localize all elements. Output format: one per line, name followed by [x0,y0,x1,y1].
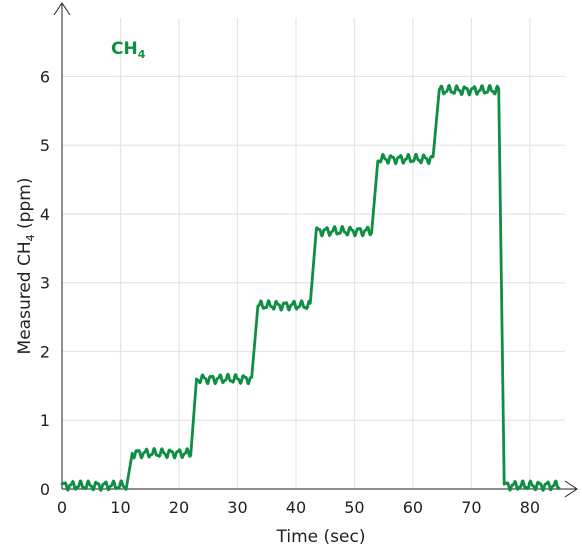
x-tick-label: 70 [461,498,481,517]
x-tick-label: 20 [169,498,189,517]
y-tick-label: 4 [40,205,50,224]
x-tick-label: 30 [227,498,247,517]
x-tick-label: 80 [520,498,540,517]
y-axis-title-prefix: Measured CH [15,241,35,354]
grid-lines [62,18,565,489]
y-tick-label: 6 [40,67,50,86]
x-tick-label: 10 [110,498,130,517]
ch4-series-label: CH4 [111,39,146,61]
x-tick-label: 0 [57,498,67,517]
ch4-series-label-subscript: 4 [138,48,146,61]
x-tick-label: 50 [344,498,364,517]
y-axis-arrowhead [53,2,71,16]
y-tick-label: 3 [40,274,50,293]
axes [53,2,578,498]
series-lines [60,84,561,492]
y-tick-label: 0 [40,480,50,499]
x-tick-label: 40 [286,498,306,517]
ch4-series-label-main: CH [111,39,138,59]
y-axis-title-suffix: (ppm) [15,178,35,235]
x-tick-label: 60 [403,498,423,517]
x-axis-arrowhead [564,480,578,498]
y-axis-title: Measured CH4 (ppm) [15,178,37,355]
ch4-series-line [60,84,561,492]
y-tick-label: 1 [40,411,50,430]
y-axis-title-subscript: 4 [24,234,37,241]
tick-labels: 0 10 20 30 40 50 60 70 80 0 1 2 3 4 5 6 [40,67,540,517]
x-axis-title: Time (sec) [276,527,366,546]
y-tick-label: 2 [40,342,50,361]
y-tick-label: 5 [40,136,50,155]
chart-labels: Time (sec) Measured CH4 (ppm) CH4 [15,39,365,546]
